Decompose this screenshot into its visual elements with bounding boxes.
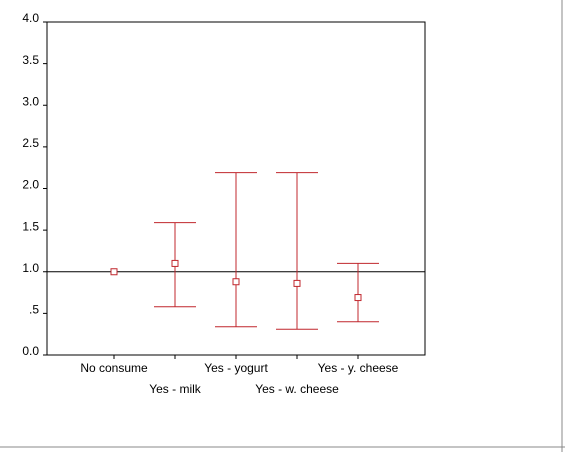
y-tick-label: 3.0 — [22, 94, 39, 108]
x-tick-label: Yes - yogurt — [204, 361, 268, 375]
point — [293, 279, 301, 287]
y-tick-label: 4.0 — [22, 11, 39, 25]
y-tick-label: .5 — [29, 303, 39, 317]
point — [232, 278, 240, 286]
x-tick-label: No consume — [80, 361, 148, 375]
y-tick-label: 1.0 — [22, 261, 39, 275]
x-tick-label: Yes - w. cheese — [255, 382, 339, 396]
y-tick-label: 3.5 — [22, 53, 39, 67]
point — [171, 259, 179, 267]
y-tick-label: 2.0 — [22, 178, 39, 192]
point — [354, 294, 362, 302]
point — [110, 268, 118, 276]
y-tick-label: 0.0 — [22, 344, 39, 358]
y-tick-label: 2.5 — [22, 136, 39, 150]
y-tick-label: 1.5 — [22, 219, 39, 233]
x-tick-label: Yes - milk — [149, 382, 202, 396]
x-tick-label: Yes - y. cheese — [318, 361, 399, 375]
